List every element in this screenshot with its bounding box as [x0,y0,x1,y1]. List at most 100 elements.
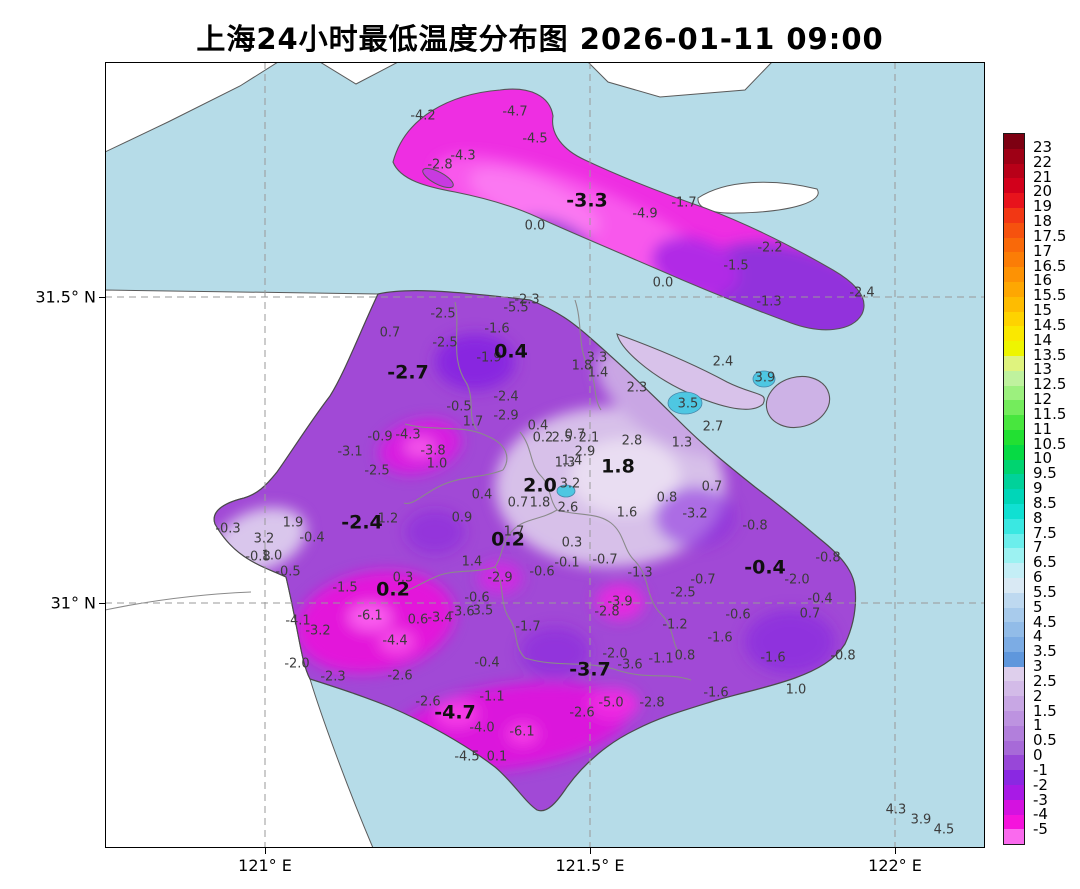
colorbar-segment [1004,134,1024,149]
colorbar-tick-label: 1 [1033,716,1043,735]
colorbar-segment [1004,592,1024,608]
colorbar-tick-label: 5 [1033,597,1043,616]
colorbar-tick-label: 0.5 [1033,731,1057,750]
colorbar-tick-label: 11.5 [1033,404,1067,423]
colorbar-segment [1004,400,1024,416]
colorbar-segment [1004,563,1024,578]
colorbar-segment [1004,533,1024,549]
colorbar-tick-label: 9.5 [1033,464,1057,483]
colorbar-segment [1004,503,1024,519]
colorbar-segment [1004,252,1024,268]
y-axis-tick-31-5n: 31.5° N [35,287,96,307]
x-tickmark [265,848,266,854]
district-boundaries [392,299,692,681]
colorbar-segment [1004,548,1024,564]
colorbar-labels: 23 22 21 20 19 18 17.5 17 16.5 16 15.5 15 14.5 14 13.5… [1030,133,1078,845]
colorbar-segment [1004,518,1024,534]
colorbar-segment [1004,785,1024,800]
colorbar-tick-label: 7 [1033,538,1043,557]
colorbar-segment [1004,651,1024,667]
lakes [556,370,776,498]
downtown-lake [556,484,576,498]
colorbar-segment [1004,666,1024,682]
colorbar-segment [1004,296,1024,312]
colorbar-tick-label: 7.5 [1033,523,1057,542]
colorbar-bar [1003,133,1025,845]
colorbar-tick-label: 10.5 [1033,434,1067,453]
x-tickmark [895,848,896,854]
colorbar-tick-label: 22 [1033,152,1053,171]
colorbar-segment [1004,489,1024,504]
colorbar-tick-label: 2 [1033,686,1043,705]
page-title: 上海24小时最低温度分布图 2026-01-11 09:00 [196,22,884,56]
colorbar-tick-label: 6.5 [1033,553,1057,572]
colorbar-segment [1004,681,1024,697]
changxing-island [616,333,765,410]
colorbar-segment [1004,429,1024,445]
colorbar-segment [1004,385,1024,401]
colorbar-tick-label: 8.5 [1033,493,1057,512]
colorbar-segment [1004,237,1024,253]
gridlines [105,62,985,848]
colorbar-segment [1004,577,1024,593]
colorbar-tick-label: 19 [1033,197,1053,216]
colorbar-tick-label: 17 [1033,241,1053,260]
y-tickmark [99,603,105,604]
colorbar-segment [1004,222,1024,238]
shanghai-coastline [213,290,857,812]
colorbar-segment [1004,474,1024,490]
colorbar-tick-label: 12.5 [1033,375,1067,394]
colorbar-segment [1004,637,1024,652]
colorbar-segment [1004,622,1024,638]
colorbar-tick-label: 8 [1033,508,1043,527]
colorbar-segment [1004,696,1024,712]
colorbar-tick-label: 15.5 [1033,286,1067,305]
colorbar-segment [1004,740,1024,756]
pudong-coastal-lake [667,391,703,415]
colorbar-tick-label: 14.5 [1033,315,1067,334]
colorbar-segment [1004,193,1024,208]
x-axis-tick-121e: 121° E [238,856,292,875]
colorbar-segment [1004,459,1024,475]
colorbar-segment [1004,148,1024,164]
chongming-coastline [392,88,865,331]
colorbar-tick-label: 16.5 [1033,256,1067,275]
colorbar-segment [1004,326,1024,342]
colorbar-tick-label: -2 [1033,775,1048,794]
colorbar-segment [1004,725,1024,741]
colorbar-tick-label: -3 [1033,790,1048,809]
colorbar-tick-label: 3.5 [1033,642,1057,661]
colorbar-tick-label: 21 [1033,167,1053,186]
colorbar-segment [1004,281,1024,297]
colorbar-tick-label: 1.5 [1033,701,1057,720]
colorbar-tick-label: 14 [1033,330,1053,349]
colorbar-tick-label: 18 [1033,212,1053,230]
north-bank-land [587,62,773,98]
colorbar-tick-label: 12 [1033,390,1053,408]
colorbar-tick-label: 11 [1033,419,1053,438]
map-plot-area: -4.2 -4.7 -4.5 -4.3 -2.8 -3.3 0.0 -4.9 -1.7 -2.2-… [105,62,985,848]
x-axis-tick-121-5e: 121.5° E [555,856,625,875]
y-axis-tick-31n: 31° N [50,593,96,613]
colorbar-segment [1004,755,1024,771]
colorbar-segment [1004,814,1024,830]
colorbar-tick-label: 2.5 [1033,671,1057,690]
colorbar-tick-label: 10 [1033,449,1053,468]
colorbar-tick-label: 13.5 [1033,345,1067,364]
colorbar-tick-label: 9 [1033,479,1043,497]
colorbar-segment [1004,355,1024,371]
chongming-sliver-islet [422,167,454,189]
colorbar-tick-label: 4 [1033,627,1043,646]
colorbar-segment [1004,311,1024,327]
province-border-line [105,591,252,611]
colorbar-tick-label: 17.5 [1033,226,1067,245]
x-axis-tick-122e: 122° E [868,856,922,875]
colorbar-segment [1004,370,1024,386]
hengsha-island [765,375,831,429]
colorbar-tick-label: 6 [1033,568,1043,586]
colorbar-tick-label: 5.5 [1033,582,1057,601]
colorbar-tick-label: 23 [1033,137,1053,156]
colorbar-segment [1004,341,1024,356]
y-tickmark [99,297,105,298]
colorbar-tick-label: -4 [1033,805,1048,824]
